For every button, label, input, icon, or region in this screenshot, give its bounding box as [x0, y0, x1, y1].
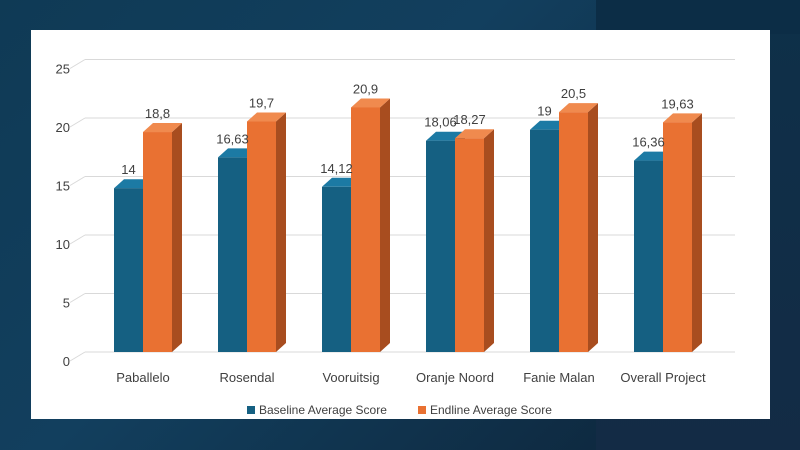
y-axis-ticks: 0 5 10 15 20 25	[56, 62, 70, 370]
y-tick-label: 0	[63, 354, 70, 369]
bars	[114, 98, 702, 353]
legend: Baseline Average Score Endline Average S…	[247, 403, 552, 417]
data-label: 20,5	[561, 86, 586, 101]
category-labels: Paballelo Rosendal Vooruitsig Oranje Noord F…	[116, 370, 706, 385]
bar-endline	[663, 113, 702, 352]
category-label: Overall Project	[620, 370, 706, 385]
y-tick-label: 25	[56, 62, 70, 77]
data-label: 19,7	[249, 96, 274, 111]
data-label: 14	[121, 162, 135, 177]
bar-endline	[143, 123, 182, 352]
data-label: 19,63	[661, 96, 694, 111]
gridline-depth	[69, 293, 86, 303]
y-tick-label: 15	[56, 179, 70, 194]
gridline-depth	[69, 176, 86, 186]
category-label: Paballelo	[116, 370, 170, 385]
bar-endline	[559, 103, 598, 353]
bar-endline	[351, 98, 390, 352]
data-label: 19	[537, 104, 551, 119]
data-label: 14,12	[320, 161, 353, 176]
data-label: 18,8	[145, 106, 170, 121]
grid-lines	[69, 59, 735, 362]
data-label: 16,36	[632, 135, 665, 150]
y-tick-label: 20	[56, 120, 70, 135]
legend-swatch-baseline	[247, 406, 255, 414]
data-label: 20,9	[353, 81, 378, 96]
category-label: Rosendal	[220, 370, 275, 385]
gridline-depth	[69, 351, 86, 362]
data-label: 16,63	[216, 131, 249, 146]
legend-label-endline: Endline Average Score	[430, 403, 552, 417]
legend-label-baseline: Baseline Average Score	[259, 403, 387, 417]
y-tick-label: 10	[56, 237, 70, 252]
y-tick-label: 5	[63, 296, 70, 311]
category-label: Oranje Noord	[416, 370, 494, 385]
background-panel-top	[596, 0, 800, 34]
gridline-depth	[69, 234, 86, 245]
gridline-depth	[69, 59, 86, 69]
bar-endline	[455, 129, 494, 352]
gridline-depth	[69, 117, 86, 128]
data-label: 18,06	[424, 115, 457, 130]
category-label: Fanie Malan	[523, 370, 595, 385]
bar-endline	[247, 112, 286, 352]
legend-swatch-endline	[418, 406, 426, 414]
category-label: Vooruitsig	[322, 370, 379, 385]
data-label: 18,27	[453, 112, 486, 127]
